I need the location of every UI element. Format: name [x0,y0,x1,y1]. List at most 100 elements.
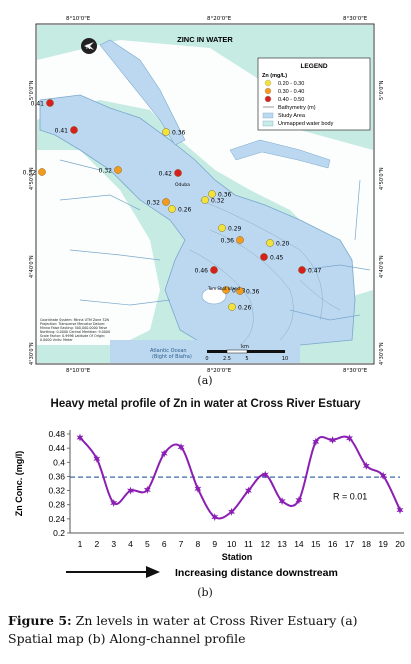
station-value-label: 0.32 [23,170,37,177]
series-point [278,497,286,506]
x-tick-label: 14 [294,539,304,549]
series-point [143,485,151,494]
x-tick-label: 4 [128,539,133,549]
series-point [76,433,84,442]
station-marker [174,169,182,177]
x-tick-label: 13 [277,539,287,549]
place-bight: (Bight of Biafra) [152,354,192,360]
station-marker [236,236,244,244]
station-value-label: 0.46 [195,268,209,275]
svg-text:N: N [86,44,91,51]
tom-shot-island [201,287,227,305]
y-tick-label: 0.4 [53,457,65,467]
station-marker [236,287,244,295]
x-tick-label: 2 [94,539,99,549]
zinc-map: 8°10'0"E 8°20'0"E 8°30'0"E 8°10'0"E 8°20… [23,16,385,374]
x-tick-label: 8 [196,539,201,549]
station-value-label: 0.26 [238,305,252,312]
station-value-label: 0.32 [211,198,225,205]
x-tick-label: 10 [227,539,237,549]
bathymetry-contours [189,199,341,346]
station-marker [208,190,216,198]
scale-tick-1: 2.5 [223,356,231,362]
station-marker [46,99,54,107]
place-oduba: Oduba [175,182,190,188]
y-tick-label: 0.48 [48,429,65,439]
station-value-label: 0.36 [218,192,232,199]
x-tick-label: 11 [244,539,253,549]
y-tick-label: 0.2 [53,528,65,538]
coord-left-1: 5°0'0"N [29,80,35,100]
station-marker [298,266,306,274]
y-tick-label: 0.36 [48,471,65,481]
station-marker [162,128,170,136]
legend-item-4: Bathymetry (m) [278,105,316,111]
x-tick-label: 6 [162,539,167,549]
y-tick-label: 0.28 [48,500,65,510]
map-title: ZINC IN WATER [177,35,233,44]
station-value-label: 0.45 [270,255,284,262]
y-tick-label: 0.32 [48,486,65,496]
map-info-text: Coordinate System: Minna UTM Zone 32N Pr… [40,318,111,342]
chart-axes [69,430,404,534]
x-tick-label: 3 [111,539,116,549]
station-marker [38,168,46,176]
chart-title: Heavy metal profile of Zn in water at Cr… [50,398,361,410]
series-point [312,437,320,446]
x-tick-label: 16 [328,539,338,549]
legend-item-3: 0.40 - 0.50 [278,97,304,103]
mangrove-area-south [37,150,160,345]
station-value-label: 0.36 [172,130,186,137]
x-tick-label: 9 [212,539,217,549]
r-value-annotation: R = 0.01 [333,491,367,501]
coord-right-4: 4°30'0"N [379,342,385,365]
x-tick-label: 19 [378,539,388,549]
station-value-label: 0.41 [55,128,69,135]
map-legend: LEGEND Zn (mg/L) 0.20 - 0.30 0.30 - 0.40… [257,57,371,131]
y-tick-label: 0.24 [48,514,65,524]
series-point [93,454,101,463]
station-value-label: 0.29 [228,226,242,233]
series-point [110,498,118,507]
series-point [211,513,219,522]
x-axis-label: Station [222,552,253,562]
series-point [244,486,252,495]
panel-a-label: (a) [197,374,213,387]
series-point [346,434,353,443]
series-point [396,506,404,515]
creeks [59,159,371,321]
series-point [362,461,370,470]
downstream-arrow-text: Increasing distance downstream [175,567,338,579]
x-tick-label: 15 [311,539,321,549]
station-value-label: 0.41 [31,101,45,108]
station-value-label: 0.26 [178,207,192,214]
coord-left-2: 4°50'0"N [29,167,35,190]
caption-label: Figure 5: [8,613,72,628]
x-tick-label: 1 [78,539,83,549]
legend-item-5: Study Area [278,113,306,119]
station-marker [201,196,209,204]
y-tick-labels: 0.2 0.24 0.28 0.32 0.36 0.4 0.44 0.48 [48,429,70,538]
series-point [127,486,134,495]
upper-channel [99,39,186,146]
north-arrow-icon: N [81,38,97,54]
coord-left-4: 4°30'0"N [29,342,35,365]
station-value-label: 0.36 [246,289,260,296]
y-axis-label: Zn Conc. (mg/l) [14,451,24,517]
station-markers: 0.410.41 0.360.32 0.32 0.420.360.320.320.26… [23,99,322,312]
station-marker [168,205,176,213]
scale-unit: km [241,344,249,350]
figure-caption: Figure 5: Zn levels in water at Cross Ri… [8,612,404,648]
series-point [261,470,269,479]
coord-top-2: 8°20'0"E [207,16,232,22]
panel-b-label: (b) [197,586,213,599]
legend-item-2: 0.30 - 0.40 [278,89,304,95]
legend-title: LEGEND [300,63,327,70]
station-marker [114,166,122,174]
scale-tick-2: 5 [245,356,248,362]
coord-bottom-2: 8°20'0"E [207,368,232,374]
series-point [194,484,202,493]
x-tick-labels: 1 2 3 4 5 6 7 8 9 10 11 12 13 14 15 16 17 18 19 20 [78,539,405,549]
place-tom-shot-text: Tom Shot Island [207,286,240,291]
x-tick-label: 12 [261,539,271,549]
